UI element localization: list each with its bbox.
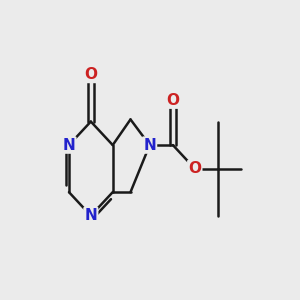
Text: O: O	[167, 93, 179, 108]
Text: N: N	[85, 208, 97, 223]
Text: O: O	[84, 67, 97, 82]
Text: O: O	[188, 161, 201, 176]
Text: N: N	[63, 138, 75, 153]
Text: N: N	[143, 138, 156, 153]
